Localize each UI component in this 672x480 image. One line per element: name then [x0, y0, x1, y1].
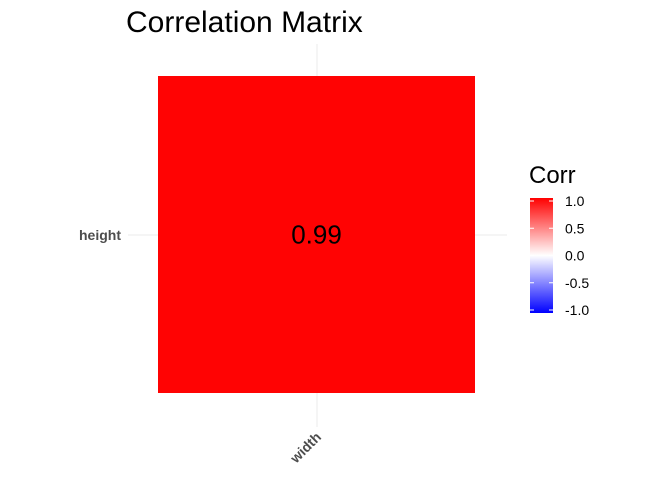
y-tick-label-height: height [79, 227, 121, 243]
legend-tick-label: 1.0 [565, 193, 585, 209]
legend-colorbar [530, 198, 553, 313]
legend-tick-label: -0.5 [565, 275, 589, 291]
chart-title: Correlation Matrix [126, 6, 363, 39]
legend-tick-label: 0.5 [565, 220, 585, 236]
legend-ticks: 1.0 0.5 0.0 -0.5 -1.0 [530, 193, 589, 318]
legend-tick-label: -1.0 [565, 302, 589, 318]
legend-title: Corr [529, 162, 576, 189]
heatmap-cell-width-height [158, 76, 475, 393]
x-tick-label-width: width [286, 429, 324, 467]
cell-value-label: 0.99 [291, 220, 342, 250]
heatmap-cells: 0.99 [158, 76, 475, 393]
plot-area: 0.99 [128, 44, 507, 427]
color-legend: Corr 1.0 0.5 0.0 -0.5 -1.0 [529, 162, 589, 318]
legend-tick-label: 0.0 [565, 248, 585, 264]
